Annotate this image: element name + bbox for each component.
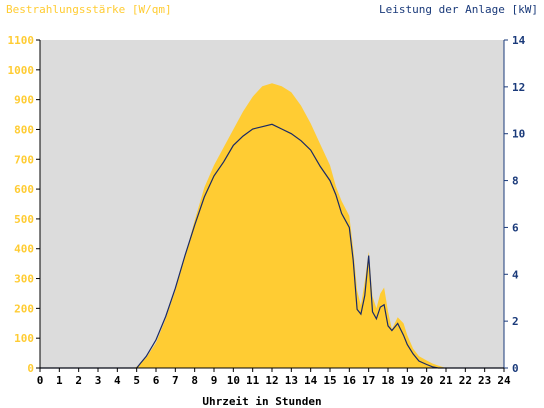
x-tick-label: 5: [133, 374, 140, 387]
x-tick-label: 23: [478, 374, 491, 387]
x-tick-label: 12: [265, 374, 278, 387]
power-line: [40, 123, 504, 369]
x-tick-label: 3: [95, 374, 102, 387]
y-right-tick-label: 6: [512, 221, 519, 234]
x-tick-label: 16: [343, 374, 357, 387]
x-tick-label: 17: [362, 374, 375, 387]
y-right-tick-label: 14: [512, 34, 526, 47]
x-tick-label: 2: [75, 374, 82, 387]
x-tick-label: 22: [459, 374, 472, 387]
x-tick-label: 1: [56, 374, 63, 387]
y-left-tick-label: 300: [14, 273, 34, 286]
y-left-tick-label: 100: [14, 332, 34, 345]
y-left-tick-label: 0: [27, 362, 34, 375]
x-tick-label: 19: [401, 374, 414, 387]
x-tick-label: 14: [304, 374, 318, 387]
y-left-tick-label: 200: [14, 302, 34, 315]
y-right-tick-label: 4: [512, 268, 519, 281]
y-left-tick-label: 600: [14, 183, 34, 196]
x-tick-label: 0: [37, 374, 44, 387]
y-left-tick-label: 700: [14, 153, 34, 166]
x-tick-label: 6: [153, 374, 160, 387]
x-tick-label: 15: [323, 374, 336, 387]
y-right-tick-label: 10: [512, 128, 525, 141]
x-tick-label: 24: [497, 374, 511, 387]
y-left-tick-label: 1100: [8, 34, 35, 47]
y-left-tick-label: 1000: [8, 64, 35, 77]
x-tick-label: 13: [285, 374, 298, 387]
x-tick-label: 18: [381, 374, 394, 387]
y-left-tick-label: 800: [14, 123, 34, 136]
y-right-tick-label: 12: [512, 81, 525, 94]
y-right-tick-label: 8: [512, 175, 519, 188]
x-tick-label: 7: [172, 374, 179, 387]
x-tick-label: 10: [227, 374, 240, 387]
series-layer: [40, 83, 504, 369]
y-right-tick-label: 2: [512, 315, 519, 328]
y-left-tick-label: 900: [14, 94, 34, 107]
x-tick-label: 11: [246, 374, 260, 387]
y-right-tick-label: 0: [512, 362, 519, 375]
y-left-tick-label: 400: [14, 243, 34, 256]
right-axis-title: Leistung der Anlage [kW]: [379, 3, 538, 16]
axes-layer: 0100200300400500600700800900100011000246…: [8, 34, 526, 387]
x-tick-label: 9: [211, 374, 218, 387]
x-axis-title: Uhrzeit in Stunden: [202, 395, 321, 408]
irradiance-area: [40, 83, 504, 368]
x-tick-label: 4: [114, 374, 121, 387]
left-axis-title: Bestrahlungsstärke [W/qm]: [6, 3, 172, 16]
y-left-tick-label: 500: [14, 213, 34, 226]
x-tick-label: 20: [420, 374, 433, 387]
x-tick-label: 21: [439, 374, 453, 387]
x-tick-label: 8: [191, 374, 198, 387]
